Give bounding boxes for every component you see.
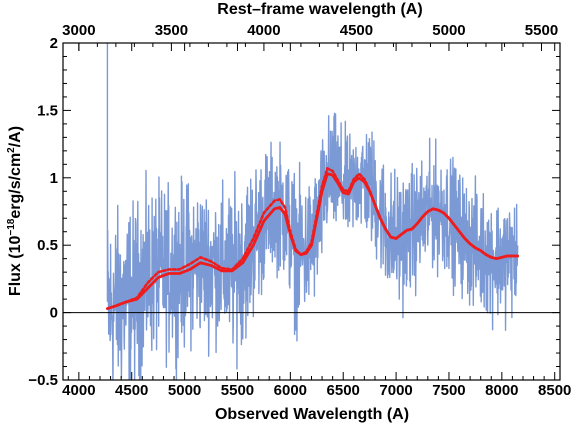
x-tick-label: 7500 [432, 382, 465, 399]
y-tick-label: 2 [50, 35, 58, 52]
y-tick-label: 0.5 [37, 237, 58, 254]
top-tick-label: 3000 [62, 22, 95, 39]
spectrum-layer [106, 43, 519, 380]
top-tick-label: 5000 [432, 22, 465, 39]
y-tick-label: 1 [50, 170, 58, 187]
y-axis-title-unit-exponent: 2 [6, 147, 17, 153]
y-axis-title-suffix: /A) [7, 126, 24, 147]
x-tick-label: 6500 [327, 382, 360, 399]
x-tick-label: 8500 [538, 382, 571, 399]
observed-spectrum-line [106, 43, 519, 380]
top-axis-title: Rest–frame wavelength (A) [217, 1, 422, 18]
top-tick-label: 3500 [155, 22, 188, 39]
ticks-layer: 4000 4500 5000 5500 6000 6500 7000 7500 8000 8500… [28, 22, 571, 399]
top-tick-label: 4500 [340, 22, 373, 39]
y-tick-label: 1.5 [37, 102, 58, 119]
x-tick-label: 7000 [379, 382, 412, 399]
y-axis-title: Flux (10−18erg/s/cm2/A) [6, 126, 24, 296]
x-tick-label: 5500 [221, 382, 254, 399]
x-tick-label: 6000 [274, 382, 307, 399]
y-axis-title-exponent: −18 [6, 218, 17, 235]
top-tick-label: 5500 [525, 22, 558, 39]
y-axis-title-units: erg/s/cm [7, 153, 24, 219]
x-tick-label: 8000 [485, 382, 518, 399]
y-tick-label: 0 [50, 305, 58, 322]
top-tick-label: 4000 [247, 22, 280, 39]
fit-layer [106, 167, 520, 310]
x-tick-label: 5000 [168, 382, 201, 399]
y-axis-title-prefix: Flux (10 [7, 236, 24, 297]
x-tick-label: 4500 [115, 382, 148, 399]
y-tick-label: −0.5 [28, 372, 58, 389]
fit-dotted-line [106, 167, 520, 310]
x-tick-label: 4000 [62, 382, 95, 399]
x-axis-title: Observed Wavelength (A) [215, 406, 409, 423]
